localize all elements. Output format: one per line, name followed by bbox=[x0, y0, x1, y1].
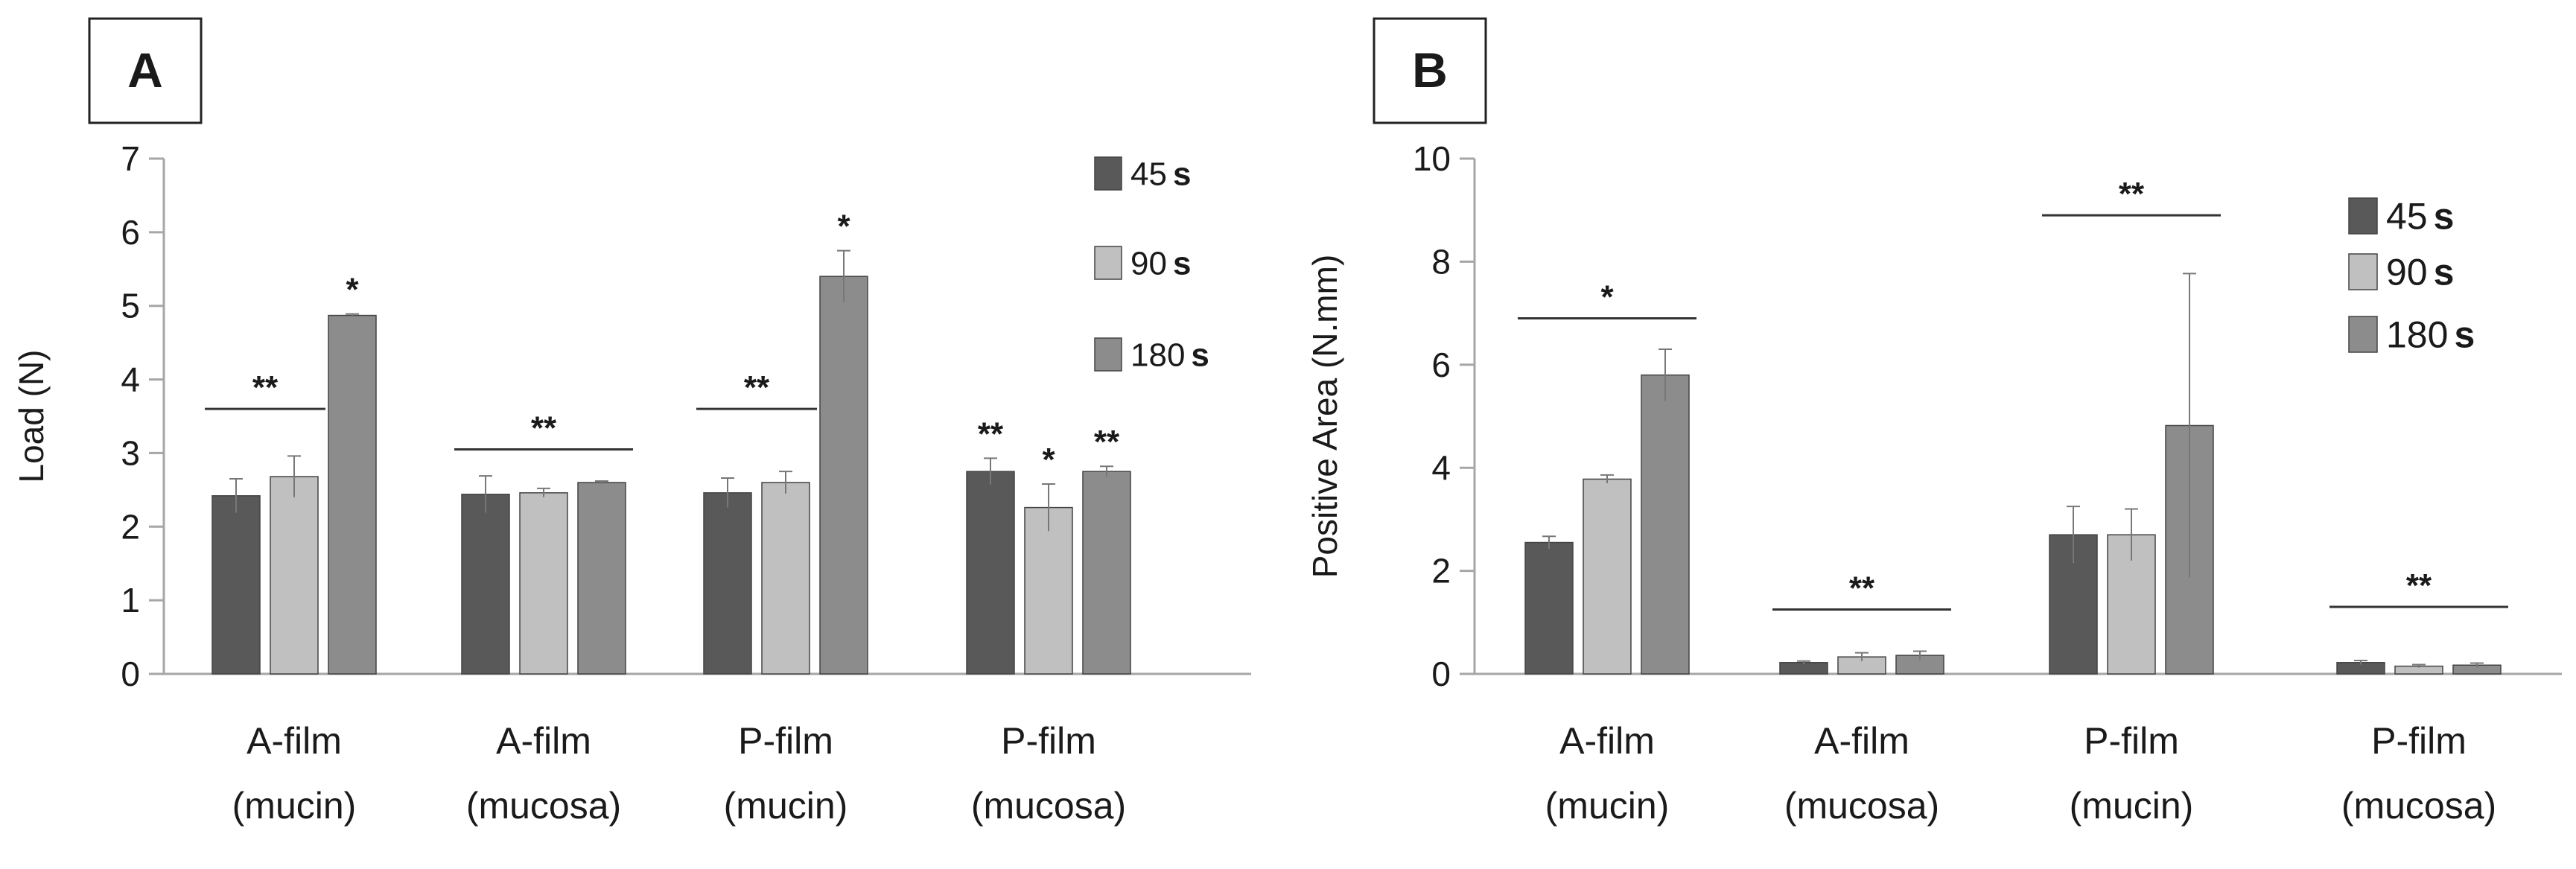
bar-180s-group-3 bbox=[819, 276, 868, 675]
bar-180s-group-2 bbox=[577, 482, 626, 675]
category-label: (mucin) bbox=[2070, 785, 2194, 827]
category-label: (mucosa) bbox=[466, 785, 621, 827]
category-label: A-film bbox=[247, 720, 342, 762]
category-label: P-film bbox=[2084, 720, 2179, 762]
category-label: (mucin) bbox=[724, 785, 848, 827]
category-label: P-film bbox=[2371, 720, 2467, 762]
bar-significance-marker: * bbox=[346, 272, 359, 308]
bar-significance-marker: ** bbox=[1094, 424, 1120, 460]
bar-45s-group-3 bbox=[703, 492, 752, 675]
significance-marker: ** bbox=[2119, 176, 2145, 212]
legend-swatch-90s bbox=[2348, 253, 2378, 290]
category-label: (mucosa) bbox=[1784, 785, 1939, 827]
panel-label: B bbox=[1412, 42, 1448, 98]
bar-45s-group-1 bbox=[1524, 541, 1574, 675]
category-label: A-film bbox=[496, 720, 591, 762]
category-label: (mucin) bbox=[232, 785, 357, 827]
bar-45s-group-2 bbox=[461, 494, 510, 675]
significance-marker: ** bbox=[744, 369, 770, 406]
category-label: A-film bbox=[1559, 720, 1655, 762]
bar-45s-group-1 bbox=[212, 495, 261, 675]
y-tick-label: 1 bbox=[121, 581, 140, 620]
bar-90s-group-4 bbox=[1024, 506, 1073, 675]
legend-swatch-180s bbox=[1094, 337, 1122, 372]
category-label: (mucosa) bbox=[2341, 785, 2496, 827]
y-tick-label: 8 bbox=[1431, 242, 1451, 281]
y-tick-label: 10 bbox=[1413, 139, 1451, 178]
y-tick-label: 5 bbox=[121, 287, 140, 325]
y-tick-label: 4 bbox=[1431, 448, 1451, 487]
bar-180s-group-1 bbox=[328, 314, 377, 675]
bar-180s-group-1 bbox=[1641, 374, 1690, 675]
bar-90s-group-3 bbox=[761, 482, 810, 675]
category-label: P-film bbox=[738, 720, 833, 762]
category-label: (mucosa) bbox=[971, 785, 1126, 827]
legend-label-180s: 180 s bbox=[2386, 314, 2475, 356]
bar-significance-marker: * bbox=[837, 209, 850, 245]
bar-90s-group-1 bbox=[270, 476, 319, 675]
category-label: (mucin) bbox=[1545, 785, 1670, 827]
panel-label-box bbox=[1373, 17, 1487, 124]
legend-swatch-90s bbox=[1094, 246, 1122, 280]
y-tick-label: 0 bbox=[1431, 655, 1451, 693]
legend-swatch-180s bbox=[2348, 316, 2378, 353]
y-tick-label: 7 bbox=[121, 139, 140, 178]
significance-marker: ** bbox=[252, 369, 279, 406]
y-axis-label: Positive Area (N.mm) bbox=[1306, 255, 1344, 579]
bar-180s-group-4 bbox=[1082, 471, 1131, 675]
y-tick-label: 2 bbox=[121, 507, 140, 546]
panel-label: A bbox=[127, 42, 163, 98]
y-tick-label: 4 bbox=[121, 360, 140, 399]
y-tick-label: 0 bbox=[121, 655, 140, 693]
bar-90s-group-2 bbox=[519, 492, 568, 675]
legend-label-90s: 90 s bbox=[2386, 252, 2454, 293]
legend-label-90s: 90 s bbox=[1130, 245, 1191, 281]
bar-significance-marker: * bbox=[1042, 442, 1055, 478]
significance-marker: ** bbox=[1849, 570, 1875, 607]
legend-swatch-45s bbox=[2348, 197, 2378, 235]
category-label: A-film bbox=[1814, 720, 1909, 762]
panel-label-box bbox=[88, 17, 203, 124]
y-tick-label: 3 bbox=[121, 433, 140, 472]
legend-swatch-45s bbox=[1094, 156, 1122, 191]
y-tick-label: 2 bbox=[1431, 552, 1451, 591]
significance-marker: ** bbox=[531, 410, 557, 446]
legend-label-180s: 180 s bbox=[1130, 337, 1209, 373]
legend-label-45s: 45 s bbox=[1130, 156, 1191, 192]
legend-label-45s: 45 s bbox=[2386, 196, 2454, 238]
y-axis-label: Load (N) bbox=[12, 350, 51, 483]
bar-90s-group-1 bbox=[1583, 478, 1632, 675]
bar-45s-group-2 bbox=[1779, 662, 1828, 675]
y-tick-label: 6 bbox=[1431, 346, 1451, 384]
y-tick-label: 6 bbox=[121, 213, 140, 252]
significance-marker: * bbox=[1600, 279, 1614, 316]
bar-significance-marker: ** bbox=[978, 416, 1004, 452]
significance-marker: ** bbox=[2406, 567, 2432, 604]
bar-45s-group-4 bbox=[966, 471, 1015, 675]
category-label: P-film bbox=[1001, 720, 1096, 762]
